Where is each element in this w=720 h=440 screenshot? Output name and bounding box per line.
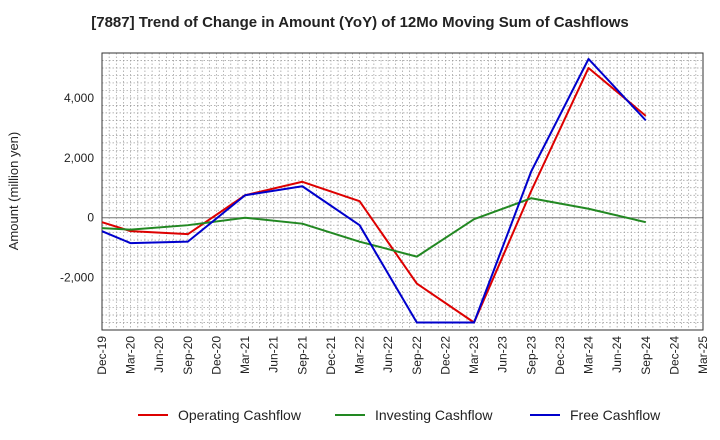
x-tick-label: Sep-24: [639, 336, 653, 375]
y-tick-label: 0: [87, 211, 94, 225]
x-tick-label: Mar-22: [353, 336, 367, 374]
axis-labels: -2,000 0 2,000 4,000 Dec-19 Mar-20 Jun-20 Sep-2…: [60, 91, 710, 375]
legend: Operating Cashflow Investing Cashflow Free…: [138, 407, 661, 423]
x-tick-label: Sep-21: [295, 336, 309, 375]
x-tick-label: Sep-23: [524, 336, 538, 375]
y-axis-label: Amount (million yen): [6, 132, 21, 251]
x-tick-label: Jun-22: [381, 336, 395, 373]
x-tick-label: Dec-22: [438, 336, 452, 375]
x-tick-label: Mar-24: [582, 336, 596, 374]
x-tick-label: Sep-22: [410, 336, 424, 375]
x-tick-label: Dec-21: [324, 336, 338, 375]
x-tick-label: Jun-21: [267, 336, 281, 373]
x-tick-label: Dec-20: [209, 336, 223, 375]
x-tick-label: Dec-19: [95, 336, 109, 375]
y-tick-label: 2,000: [64, 151, 94, 165]
y-tick-label: 4,000: [64, 91, 94, 105]
x-tick-label: Mar-21: [238, 336, 252, 374]
series-line-operating-cashflow: [101, 66, 647, 324]
x-tick-label: Dec-23: [553, 336, 567, 375]
series-line-investing-cashflow: [101, 197, 646, 258]
x-tick-label: Jun-20: [152, 336, 166, 373]
plot-frame: [101, 52, 704, 331]
chart-title: [7887] Trend of Change in Amount (YoY) o…: [91, 14, 629, 31]
x-tick-label: Mar-20: [124, 336, 138, 374]
x-tick-label: Jun-24: [610, 336, 624, 373]
x-tick-label: Mar-23: [467, 336, 481, 374]
x-tick-label: Mar-25: [696, 336, 710, 374]
legend-label: Operating Cashflow: [178, 407, 302, 423]
legend-label: Investing Cashflow: [375, 407, 493, 423]
grid: [102, 52, 703, 331]
x-tick-label: Dec-24: [667, 336, 681, 375]
x-tick-label: Jun-23: [496, 336, 510, 373]
x-tick-label: Sep-20: [181, 336, 195, 375]
series-line-free-cashflow: [101, 57, 647, 324]
legend-label: Free Cashflow: [570, 407, 661, 423]
y-tick-label: -2,000: [60, 271, 94, 285]
series-layer: [101, 57, 647, 324]
